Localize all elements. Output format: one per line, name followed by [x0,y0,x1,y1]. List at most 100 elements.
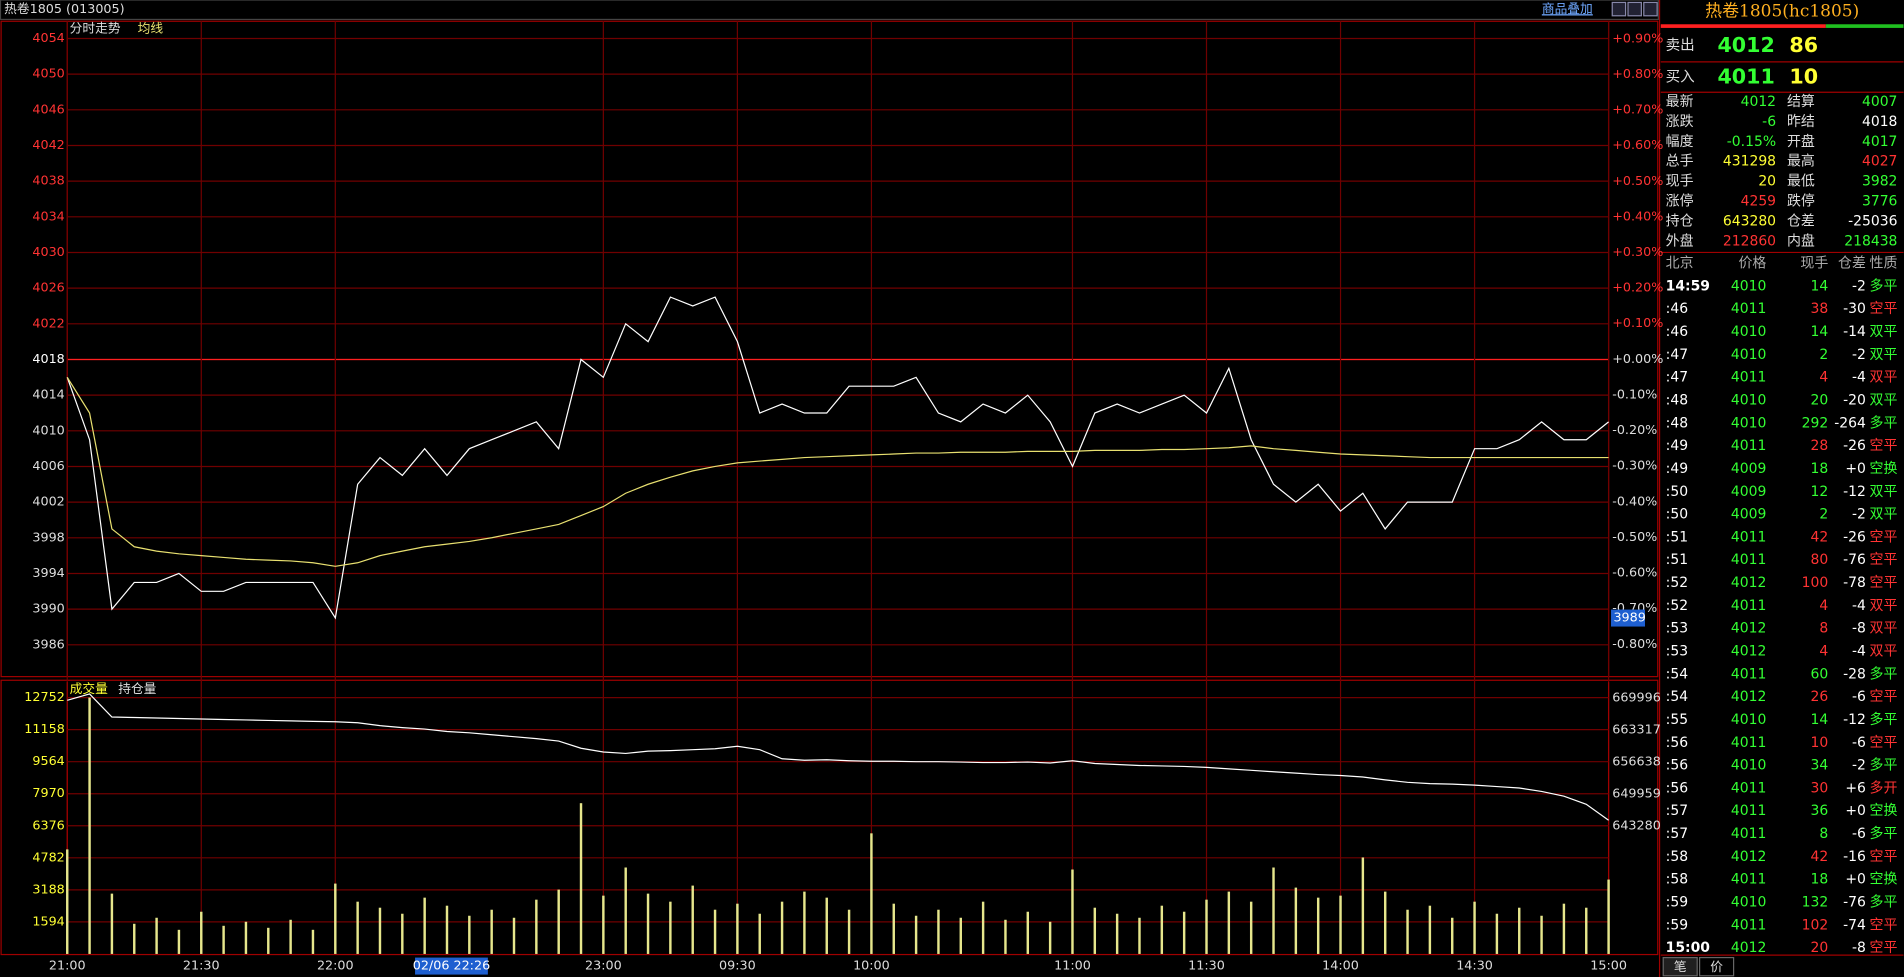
volume-bar [646,893,650,954]
trade-cell: 4012 [1731,643,1766,659]
trade-cell: -6 [1852,689,1866,705]
cursor-price-label: 3989 [1613,611,1645,626]
y-tick-label: 4006 [32,459,64,474]
trade-cell: 18 [1811,872,1829,888]
trade-cell: 15:00 [1666,940,1711,956]
trade-cell: -74 [1843,917,1866,933]
stat-label: 最新 [1666,94,1694,110]
volume-bar [892,903,895,954]
volume-bar [1182,911,1186,954]
overlay-button[interactable]: 商品叠加 [1542,2,1593,17]
volume-bar [468,915,471,954]
trade-cell: 14 [1811,712,1829,728]
x-tick-label: 21:30 [183,959,220,974]
stat-label: 内盘 [1787,232,1815,249]
volume-bar [177,929,181,954]
trade-cell: 双平 [1870,370,1898,386]
bar-red [1660,24,1826,28]
trade-cell: 空平 [1870,301,1898,317]
button[interactable] [1643,1,1658,17]
stat-value: 431298 [1723,154,1776,170]
trade-cell: -2 [1852,347,1866,363]
tab-label[interactable]: 笔 [1674,959,1687,975]
trade-cell: 空换 [1870,802,1898,819]
volume-bar [1115,913,1119,954]
trade-cell: -264 [1834,415,1866,431]
y-tick-label: 4022 [32,316,64,331]
trade-cell: 多平 [1870,893,1898,910]
volume-bar [88,697,91,954]
volume-bar [557,889,560,954]
trade-cell: -28 [1843,666,1866,682]
y-tick-label: 4038 [32,174,64,189]
trade-cell: 4009 [1731,484,1766,500]
trade-cell: 12 [1811,484,1829,500]
x-tick-label: 09:30 [719,959,756,974]
cursor-time-box [415,957,488,975]
trade-cell: -4 [1852,643,1866,659]
y2-tick-label: +0.20% [1612,281,1663,296]
volume-bar [1205,899,1208,954]
volume-bar [311,929,315,954]
volume-bar [1361,857,1365,954]
trade-cell: :56 [1666,780,1688,796]
tab[interactable] [1699,956,1735,977]
stat-value: 3776 [1862,193,1897,209]
sell-volume: 86 [1789,33,1818,57]
volume-bar [1607,879,1610,954]
tab[interactable] [1662,956,1698,977]
y-tick-label: 4042 [32,138,64,153]
trade-cell: 4011 [1731,301,1766,317]
trade-cell: -20 [1843,393,1866,409]
y-tick-label: 1594 [32,914,64,929]
stat-label: 开盘 [1787,133,1815,150]
trade-cell: 4010 [1731,894,1766,910]
trade-cell: -14 [1843,324,1866,340]
trade-cell: -76 [1843,552,1866,568]
trade-cell: 4012 [1731,689,1766,705]
trade-cell: :59 [1666,894,1688,910]
title-bar [0,0,1659,21]
x-tick-label: 23:00 [585,959,622,974]
volume-bar [1294,887,1298,954]
window-buttons[interactable] [1611,1,1658,17]
volume-bar [1227,891,1231,954]
button[interactable] [1627,1,1642,17]
trade-cell: 20 [1811,940,1829,956]
trade-cell: :47 [1666,347,1688,363]
legend-label: 分时走势 [70,21,121,37]
trade-cell: -2 [1852,507,1866,523]
volume-bar [981,901,985,954]
y2-tick-label: -0.50% [1612,530,1657,545]
x-tick-label: 14:00 [1322,959,1359,974]
stat-value: -6 [1762,114,1776,130]
trade-cell: 4012 [1731,621,1766,637]
volume-bar [1562,903,1566,954]
stat-label: 最高 [1787,153,1815,170]
button[interactable] [1611,1,1627,17]
trade-cell: 28 [1811,438,1829,454]
y-tick-label: 3994 [32,566,64,581]
trade-cell: :46 [1666,301,1688,317]
y-tick-label: 3188 [32,882,64,897]
tab-label[interactable]: 价 [1710,960,1723,975]
volume-bar [445,905,449,954]
volume-bar [1272,867,1275,954]
trade-cell: :50 [1666,484,1688,500]
trade-cell: -6 [1852,735,1866,751]
y2-tick-label: 669996 [1612,690,1661,705]
stat-value: 218438 [1844,233,1897,249]
volume-bar [1048,921,1052,954]
trade-cell: 多平 [1870,825,1898,842]
trade-cell: 4012 [1731,849,1766,865]
trade-cell: 100 [1802,575,1829,591]
trade-cell: 26 [1811,689,1829,705]
y2-tick-label: -0.10% [1612,387,1657,402]
trade-cell: 292 [1802,415,1829,431]
trade-cell: -12 [1843,484,1866,500]
trade-cell: 4011 [1731,598,1766,614]
stat-value: 4012 [1741,94,1776,110]
trade-cell: 14 [1811,278,1829,294]
volume-bar [959,917,962,954]
